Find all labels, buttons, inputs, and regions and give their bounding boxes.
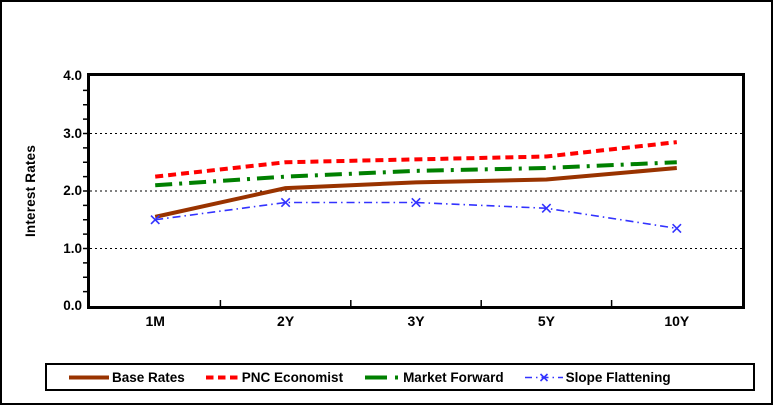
legend-item-pnc-economist[interactable]: PNC Economist (205, 369, 344, 385)
marker-x-5Y (541, 203, 552, 214)
legend-item-slope-flattening[interactable]: Slope Flattening (524, 369, 671, 385)
legend-label-pnc-economist: PNC Economist (241, 369, 344, 385)
base-rates-line-sample (69, 375, 109, 379)
legend-label-market-forward: Market Forward (403, 369, 504, 385)
plot-area[interactable] (90, 76, 742, 306)
pnc-economist-line-sample (205, 375, 239, 379)
y-tick-label-3.0: 3.0 (63, 125, 82, 141)
y-tick-label-0.0: 0.0 (63, 298, 82, 313)
y-tick-label-2.0: 2.0 (63, 183, 82, 198)
marker-x-1M (150, 214, 160, 225)
x-tick-label-1M: 1M (145, 313, 165, 329)
series-line-pnc-economist[interactable] (154, 140, 678, 179)
series-line-base-rates[interactable] (154, 166, 677, 219)
y-tick-label-1.0: 1.0 (63, 240, 82, 256)
market-forward-line-sample (365, 375, 399, 379)
slope-flattening-line-sample (524, 372, 563, 382)
x-tick-label-3Y: 3Y (407, 313, 425, 329)
series-line-slope-flattening[interactable] (155, 201, 677, 230)
x-tick-label-5Y: 5Y (537, 313, 555, 329)
legend-item-base-rates[interactable]: Base Rates (69, 370, 185, 385)
legend-label-slope-flattening: Slope Flattening (565, 369, 671, 385)
y-axis-title: Interest Rates (23, 144, 38, 238)
y-axis-minor-ticks (83, 89, 89, 293)
legend: Base Rates PNC Economist Market Forward … (45, 363, 755, 391)
x-tick-label-10Y: 10Y (664, 313, 690, 329)
marker-x-3Y (411, 197, 421, 208)
legend-label-base-rates: Base Rates (112, 369, 185, 385)
y-tick-label-4.0: 4.0 (63, 68, 82, 83)
marker-x-10Y (672, 223, 682, 234)
x-tick-label-2Y: 2Y (277, 313, 295, 329)
marker-x-2Y (280, 197, 291, 208)
legend-item-market-forward[interactable]: Market Forward (364, 370, 504, 385)
